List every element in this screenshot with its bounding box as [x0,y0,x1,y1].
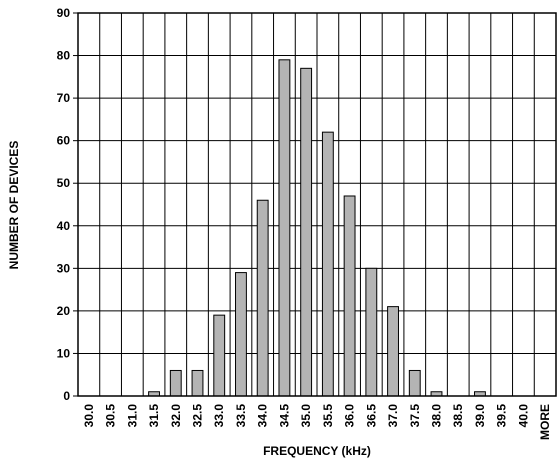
y-tick-label: 20 [57,304,71,318]
y-axis-title: NUMBER OF DEVICES [7,141,21,270]
bars [148,59,486,397]
bar-32-5 [191,369,204,397]
bar-34-5 [278,59,291,397]
x-tick-label: 40.0 [516,404,530,428]
bar-37-5 [408,369,421,397]
bar-35-5 [321,131,334,397]
x-tick-label: 35.0 [299,404,313,428]
x-tick-label: 33.0 [212,404,226,428]
grid-lines [77,12,557,397]
x-tick-labels: 30.0 30.5 31.0 31.5 32.0 32.5 33.0 33.5 34.0 34.5… [82,404,552,440]
y-tick-label: 80 [57,49,71,63]
y-tick-label: 90 [57,6,71,20]
x-tick-label: 30.5 [104,404,118,428]
y-tick-label: 60 [57,134,71,148]
x-tick-label: 34.5 [277,404,291,428]
bar-37-0 [387,306,399,397]
y-tick-labels: 0 10 20 30 40 50 60 70 80 90 [57,6,71,403]
y-tick-label: 0 [63,389,70,403]
y-tick-label: 10 [57,346,71,360]
bar-32-0 [169,369,182,397]
bar-36-5 [365,267,378,397]
x-tick-label: 31.0 [125,404,139,428]
x-tick-label: 36.0 [343,404,357,428]
x-tick-label: 39.0 [473,404,487,428]
bar-33-0 [213,314,226,397]
x-tick-label: 37.0 [386,404,400,428]
y-tick-label: 40 [57,219,71,233]
plot-frame [73,12,557,397]
x-tick-label: MORE [538,404,552,440]
x-tick-label: 30.0 [82,404,96,428]
bar-36-0 [343,195,356,397]
x-tick-label: 34.0 [256,404,270,428]
x-tick-label: 39.5 [495,404,509,428]
x-tick-label: 38.5 [451,404,465,428]
x-axis-title: FREQUENCY (kHz) [263,444,371,458]
x-tick-label: 32.0 [169,404,183,428]
y-tick-label: 50 [57,176,71,190]
bar-34-0 [256,199,269,397]
bar-33-5 [235,272,247,397]
x-tick-label: 33.5 [234,404,248,428]
x-tick-label: 36.5 [364,404,378,428]
x-tick-label: 31.5 [147,404,161,428]
x-tick-label: 38.0 [430,404,444,428]
x-tick-label: 37.5 [408,404,422,428]
plot-border [77,12,557,397]
bar-35-0 [300,67,313,397]
y-tick-label: 30 [57,261,71,275]
x-tick-label: 32.5 [191,404,205,428]
y-tick-label: 70 [57,91,71,105]
x-tick-label: 35.5 [321,404,335,428]
